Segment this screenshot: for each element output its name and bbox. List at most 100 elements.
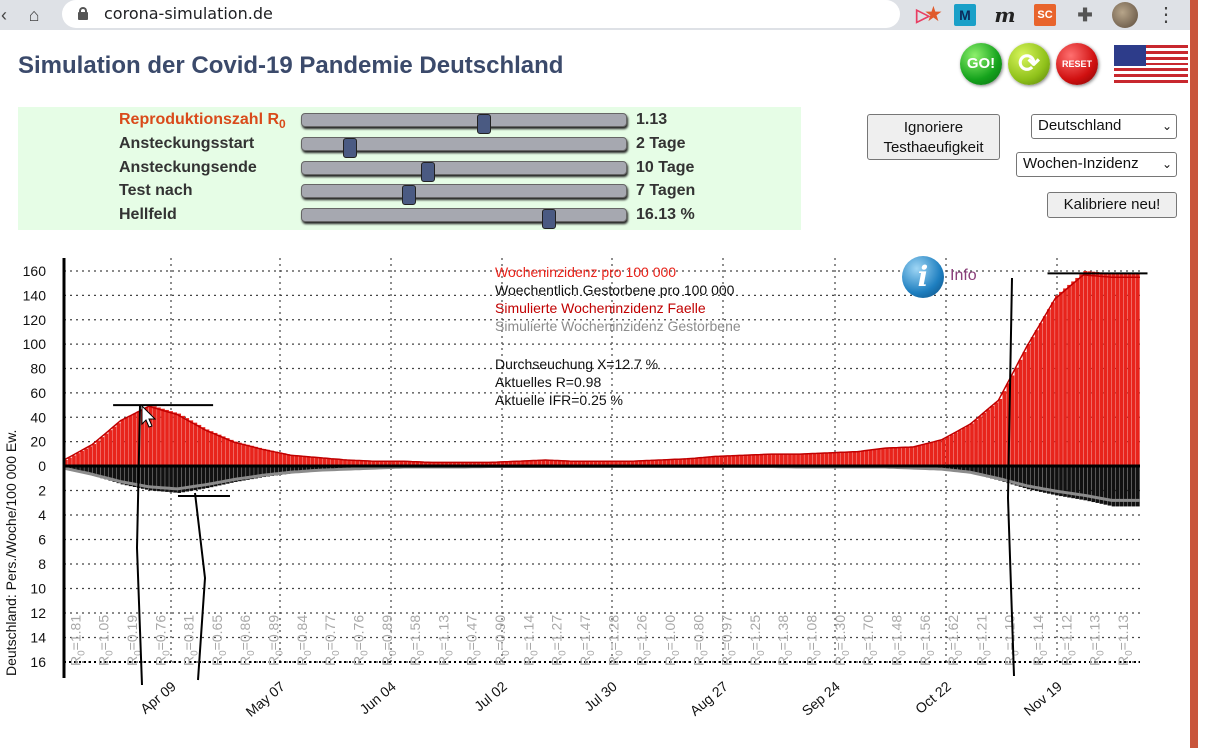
incidence-bar [573,461,578,467]
incidence-bar [205,429,210,466]
incidence-bar [1030,337,1035,466]
incidence-bar [982,412,986,466]
deaths-bar [148,466,153,491]
y-tick-label: 12 [30,605,46,621]
extension-sc-icon[interactable]: SC [1034,4,1056,26]
incidence-bar [941,439,946,466]
incidence-bar [864,450,869,466]
incidence-bar [711,456,715,466]
incidence-bar [796,453,800,466]
incidence-bar [642,460,647,466]
slider-thumb[interactable] [343,138,357,158]
incidence-bar [359,460,364,466]
deaths-bar [1051,466,1055,495]
r0-week-label: R0=1.47 [577,615,597,666]
slider-thumb[interactable] [542,209,556,229]
incidence-bar [72,455,76,466]
r0-week-label: R0=0.84 [294,615,314,666]
parameter-slider[interactable] [301,208,627,229]
stats-text: Aktuelles R=0.98 [495,374,601,390]
y-tick-label: 160 [23,263,47,279]
region-select[interactable]: Deutschland ⌄ [1031,114,1177,139]
incidence-bar [282,453,287,466]
profile-avatar[interactable] [1112,2,1138,28]
incidence-bar [513,461,517,466]
extension-m-icon[interactable]: M [954,4,976,26]
info-icon[interactable]: i [902,256,944,298]
slider-thumb[interactable] [421,162,435,182]
chevron-down-icon: ⌄ [1161,119,1172,133]
extensions-puzzle-icon[interactable]: ✚ [1077,5,1093,25]
extension-arrow-icon[interactable]: ▷ [916,5,930,25]
incidence-bar [306,456,311,466]
r0-week-label: R0=1.12 [1058,615,1078,666]
incidence-bar [541,460,546,466]
deaths-bar [177,466,182,493]
home-icon[interactable]: ⌂ [28,5,40,25]
slider-thumb[interactable] [402,185,416,205]
ignore-testing-button[interactable]: Ignoriere Testhaeufigkeit [867,114,1000,160]
deaths-bar [998,466,1003,481]
back-arrow-icon[interactable]: ‹ [1,5,7,25]
incidence-bar [100,437,105,466]
incidence-bar [96,440,101,466]
us-flag-icon[interactable] [1114,45,1188,83]
deaths-bar [974,466,978,475]
incidence-bar [310,456,315,466]
y-tick-label: 60 [30,385,46,401]
parameter-slider[interactable] [301,184,627,205]
deaths-bar [1111,466,1116,507]
go-button[interactable]: GO! [960,43,1002,85]
incidence-bar [379,461,384,467]
deaths-bar [314,466,319,472]
parameter-slider[interactable] [301,161,627,182]
incidence-bar [472,462,477,466]
incidence-bar [229,439,234,466]
incidence-bar [937,440,942,466]
incidence-bar [1018,359,1023,466]
deaths-bar [254,466,258,479]
deaths-bar [290,466,295,474]
incidence-bar [828,452,833,466]
incidence-bar [161,408,165,466]
restart-button[interactable]: ⟳ [1008,43,1050,85]
parameter-value: 1.13 [636,111,668,128]
incidence-bar [913,446,918,466]
x-tick-label: Aug 27 [687,678,731,719]
browser-menu-icon[interactable]: ⋮ [1156,4,1176,26]
deaths-bar [189,466,194,491]
slider-thumb[interactable] [477,114,491,134]
reset-button[interactable]: RESET [1056,43,1098,85]
deaths-bar [237,466,242,482]
chevron-down-icon: ⌄ [1161,157,1172,171]
incidence-bar [278,452,283,466]
incidence-bar [970,423,974,466]
metric-select[interactable]: Wochen-Inzidenz ⌄ [1016,152,1177,177]
incidence-bar [347,459,351,466]
incidence-bar [1103,272,1108,466]
extension-italic-m-icon[interactable]: m [994,3,1016,27]
incidence-bar [387,461,392,467]
parameter-slider[interactable] [301,137,627,158]
recalibrate-button[interactable]: Kalibriere neu! [1047,192,1177,218]
incidence-bar [201,427,206,466]
r0-week-label: R0=1.28 [605,615,625,666]
parameter-slider[interactable] [301,113,627,134]
r0-week-label: R0=0.77 [322,615,342,666]
bookmark-star-icon[interactable]: ★ [924,3,943,26]
address-bar[interactable]: corona-simulation.de ★ [62,0,943,28]
deaths-bar [1067,466,1071,498]
r0-week-label: R0=1.25 [747,615,767,666]
incidence-bar [949,434,954,466]
deaths-bar [80,466,84,473]
info-link[interactable]: Info [950,267,977,284]
incidence-bar [703,457,707,466]
incidence-bar [561,460,566,466]
incidence-bar [294,455,299,466]
incidence-bar [181,415,186,466]
deaths-bar [266,466,271,477]
deaths-bar [161,466,165,492]
deaths-bar [152,466,157,491]
incidence-bar [1079,274,1084,466]
incidence-bar [678,459,683,466]
